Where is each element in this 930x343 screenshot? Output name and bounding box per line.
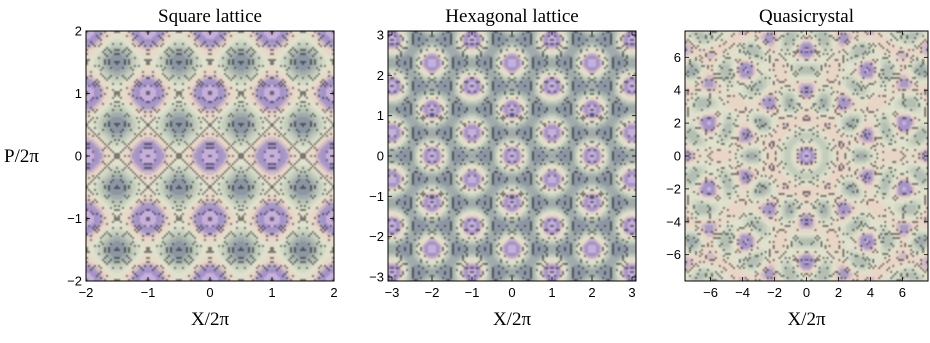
y-tick-label: −2	[666, 181, 681, 196]
x-axis-label: X/2π	[787, 309, 826, 330]
y-tick-label: −2	[67, 274, 82, 289]
contour-map-quasicrystal	[685, 31, 928, 281]
x-tick-label: −1	[465, 285, 480, 300]
y-tick-label: 0	[674, 149, 681, 164]
y-tick-label: 2	[377, 68, 384, 83]
x-axis-label: X/2π	[191, 309, 230, 330]
chart-title: Hexagonal lattice	[445, 6, 578, 27]
x-tick-label: 0	[206, 285, 213, 300]
y-tick-label: −2	[369, 229, 384, 244]
y-tick-label: 2	[674, 116, 681, 131]
x-tick-label: 2	[330, 285, 337, 300]
chart-title: Quasicrystal	[759, 6, 854, 27]
x-tick-label: −4	[735, 285, 750, 300]
x-tick-label: −2	[425, 285, 440, 300]
x-tick-label: −2	[79, 285, 94, 300]
x-tick-label: −6	[703, 285, 718, 300]
y-tick-label: 4	[674, 83, 681, 98]
y-tick-label: −4	[666, 214, 681, 229]
y-tick-label: −6	[666, 247, 681, 262]
y-tick-label: 1	[75, 86, 82, 101]
y-axis-label: P/2π	[4, 146, 39, 167]
y-tick-label: −3	[369, 269, 384, 284]
y-tick-label: 0	[75, 149, 82, 164]
panel-square: Square lattice −2 −1 0 1 2 −2 −1 0 1 2 X/2π P/2π	[4, 6, 338, 330]
x-tick-label: −1	[141, 285, 156, 300]
y-tick-label: 6	[674, 50, 681, 65]
x-tick-label: −3	[385, 285, 400, 300]
x-tick-label: 1	[548, 285, 555, 300]
x-tick-label: 0	[803, 285, 810, 300]
x-axis-label: X/2π	[493, 309, 532, 330]
x-tick-label: −2	[767, 285, 782, 300]
y-tick-label: 3	[377, 28, 384, 43]
panel-hexagonal: Hexagonal lattice −3 −2 −1 0 1 2 3 −3 −2 −1 0 1 2 3 X/2…	[369, 6, 637, 330]
contour-map-hexagonal	[388, 31, 636, 281]
chart-title: Square lattice	[158, 6, 262, 27]
x-tick-label: 1	[268, 285, 275, 300]
y-tick-label: 1	[377, 108, 384, 123]
x-tick-label: 2	[588, 285, 595, 300]
x-tick-label: 3	[628, 285, 635, 300]
y-tick-label: 0	[377, 149, 384, 164]
y-tick-label: −1	[369, 189, 384, 204]
contour-map-square	[86, 31, 334, 281]
panel-quasicrystal: Quasicrystal −6 −4 −2 0 2 4 6 −6 −4 −2 0 2 4 6 X/2π	[666, 6, 929, 330]
x-tick-label: 2	[835, 285, 842, 300]
x-tick-label: 6	[899, 285, 906, 300]
y-tick-label: 2	[75, 24, 82, 39]
x-tick-label: 4	[867, 285, 874, 300]
y-tick-label: −1	[67, 211, 82, 226]
x-tick-label: 0	[508, 285, 515, 300]
